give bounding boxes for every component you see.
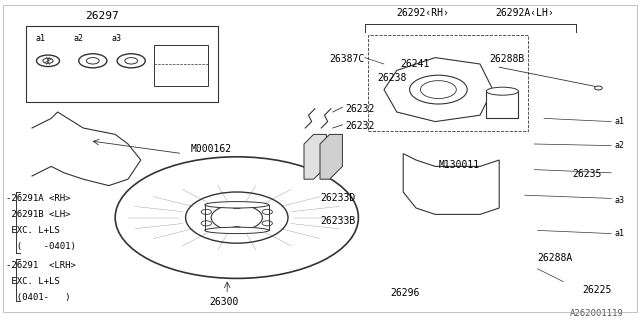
Text: 26233D: 26233D	[320, 193, 355, 204]
Text: a3: a3	[614, 196, 625, 204]
Polygon shape	[403, 154, 499, 214]
Text: 26238: 26238	[378, 73, 407, 84]
Text: 26288A: 26288A	[538, 252, 573, 263]
Text: 26300: 26300	[209, 297, 239, 308]
Text: EXC. L+LS: EXC. L+LS	[6, 277, 60, 286]
Bar	[26, 26, 218, 102]
Text: a1: a1	[614, 229, 625, 238]
Text: a2: a2	[74, 34, 84, 43]
Text: 26297: 26297	[86, 11, 119, 21]
Text: 26387C: 26387C	[330, 54, 365, 64]
Text: 26288B: 26288B	[490, 54, 525, 64]
Text: 26233B: 26233B	[320, 216, 355, 226]
Text: M000162: M000162	[191, 144, 232, 154]
Text: -26291A <RH>: -26291A <RH>	[6, 194, 71, 203]
Text: a2: a2	[614, 141, 625, 150]
Text: a1: a1	[35, 34, 45, 43]
Ellipse shape	[486, 87, 518, 95]
Polygon shape	[384, 58, 493, 122]
Circle shape	[420, 81, 456, 99]
Circle shape	[211, 205, 262, 230]
Text: a3: a3	[112, 34, 122, 43]
Text: (0401-   ): (0401- )	[6, 293, 71, 302]
Polygon shape	[320, 134, 342, 179]
Text: 26232: 26232	[346, 121, 375, 132]
Text: 26292A‹LH›: 26292A‹LH›	[495, 8, 554, 18]
Text: -26291  <LRH>: -26291 <LRH>	[6, 261, 76, 270]
Bar	[154, 45, 208, 86]
Text: EXC. L+LS: EXC. L+LS	[6, 226, 60, 235]
Text: a1: a1	[614, 117, 625, 126]
Text: 26296: 26296	[390, 288, 420, 298]
Text: 26241: 26241	[401, 59, 430, 69]
Bar	[368, 35, 528, 131]
Text: 26291B <LH>: 26291B <LH>	[6, 210, 71, 219]
Text: (    -0401): ( -0401)	[6, 242, 76, 251]
Text: M130011: M130011	[438, 160, 479, 170]
Bar	[486, 91, 518, 118]
Polygon shape	[304, 134, 326, 179]
Text: 26235: 26235	[573, 169, 602, 180]
Text: 26292‹RH›: 26292‹RH›	[396, 8, 449, 18]
Ellipse shape	[205, 227, 269, 234]
Ellipse shape	[205, 202, 269, 208]
Circle shape	[410, 75, 467, 104]
Text: A262001119: A262001119	[570, 309, 624, 318]
Ellipse shape	[595, 86, 602, 90]
Text: 26225: 26225	[582, 284, 612, 295]
Text: 26232: 26232	[346, 104, 375, 114]
